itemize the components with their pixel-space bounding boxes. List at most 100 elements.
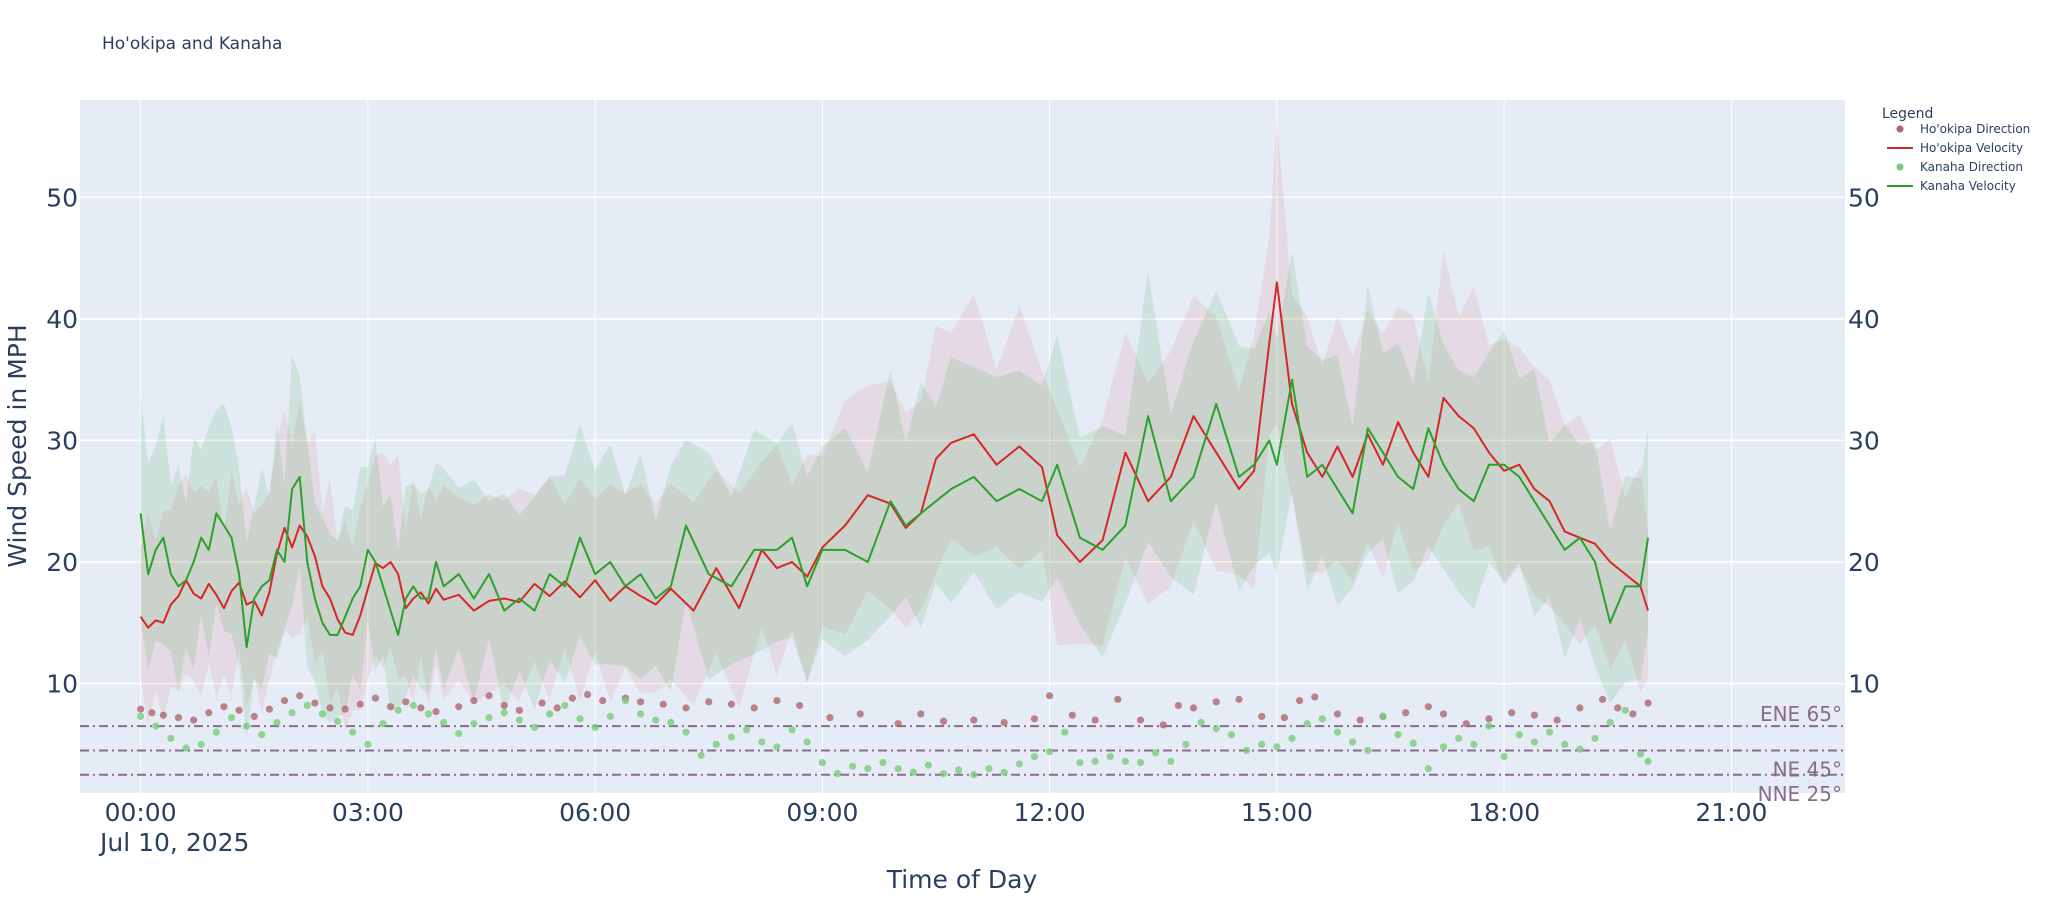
direction-point [1576,704,1584,712]
velocity-line [139,378,1650,649]
direction-point [1530,711,1539,719]
x-tick-label: 09:00 [786,798,858,827]
direction-point [796,701,804,710]
direction-point [296,692,304,700]
direction-point [1462,720,1470,728]
direction-point [1364,746,1372,755]
y-tick-label-right: 40 [1848,305,1880,334]
direction-point [190,716,198,724]
direction-point [212,728,220,736]
x-tick-label: 03:00 [332,798,404,827]
direction-point [697,751,705,759]
direction-point [1242,746,1251,755]
x-tick-label: 00:00 [105,798,177,827]
legend[interactable]: Legend Ho'okipa Direction Ho'okipa Veloci… [1882,106,2030,193]
x-tick-label: 12:00 [1014,798,1086,827]
direction-point [1333,710,1342,718]
direction-point [727,700,736,708]
y-tick-label-left: 10 [46,670,78,699]
direction-point [424,710,433,718]
direction-point [1644,699,1652,707]
direction-point [280,697,289,705]
direction-point [1015,760,1023,768]
velocity-line [139,281,1650,636]
direction-point [500,701,508,710]
direction-point [538,699,546,707]
direction-point [803,738,811,746]
direction-point [561,701,569,710]
direction-point [1174,701,1182,710]
y-tick-label-left: 40 [46,305,78,334]
direction-point [583,690,592,699]
direction-point [682,704,690,712]
direction-point [326,704,334,712]
direction-point [894,765,902,773]
direction-point [470,697,478,705]
direction-point [394,706,402,714]
direction-point [1621,706,1629,714]
direction-point [1258,712,1266,721]
direction-point [1402,709,1410,717]
direction-point [621,697,630,705]
direction-point [568,694,576,702]
direction-point [1280,714,1289,722]
direction-point [432,707,440,716]
direction-point [773,697,781,705]
direction-point [667,718,675,727]
direction-point [652,716,660,724]
direction-point [758,738,766,746]
direction-point [174,714,183,722]
direction-point [341,705,349,713]
direction-point [148,709,156,717]
x-axis-title: Time of Day [886,865,1038,894]
direction-point [1424,765,1432,773]
direction-point [1303,720,1311,728]
direction-point [833,769,842,778]
direction-point [167,734,175,742]
direction-point [386,703,395,711]
direction-point [485,714,493,722]
direction-point [970,716,978,724]
direction-point [311,699,319,707]
legend-title: Legend [1882,106,1933,122]
direction-point [1561,740,1569,748]
direction-point [197,740,205,748]
direction-point [1591,734,1599,742]
direction-point [894,720,902,728]
reference-line-label: ENE 65° [1760,702,1842,726]
reference-line-label: NE 45° [1773,757,1842,781]
direction-point [1258,740,1266,748]
direction-point [417,704,425,712]
direction-point [152,722,160,730]
chart-title: Ho'okipa and Kanaha [102,34,282,54]
velocity-band [140,251,1649,738]
direction-point [591,723,599,731]
direction-point [924,761,933,769]
direction-point [879,759,887,767]
direction-point [227,714,236,722]
legend-item-label: Ho'okipa Velocity [1920,141,2023,155]
direction-point [1349,738,1357,746]
direction-point [1091,716,1099,724]
x-axis-date-label: Jul 10, 2025 [98,828,249,857]
direction-point [1470,740,1478,748]
legend-item-label: Kanaha Velocity [1920,179,2016,193]
direction-point [1030,752,1039,761]
x-tick-label: 21:00 [1695,798,1767,827]
direction-point [788,726,796,734]
y-tick-label-right: 30 [1848,426,1880,455]
direction-point [371,694,380,702]
direction-point [220,703,228,711]
direction-point [1553,716,1561,724]
direction-point [1576,745,1584,753]
direction-point [1318,715,1326,723]
direction-point [440,718,448,727]
y-tick-label-left: 20 [46,548,78,577]
direction-point [1167,757,1175,765]
y-axis-title: Wind Speed in MPH [3,324,32,567]
direction-point [970,771,978,779]
direction-point [849,762,857,770]
direction-point [1379,712,1387,721]
direction-point [682,728,690,736]
direction-point [599,697,607,705]
